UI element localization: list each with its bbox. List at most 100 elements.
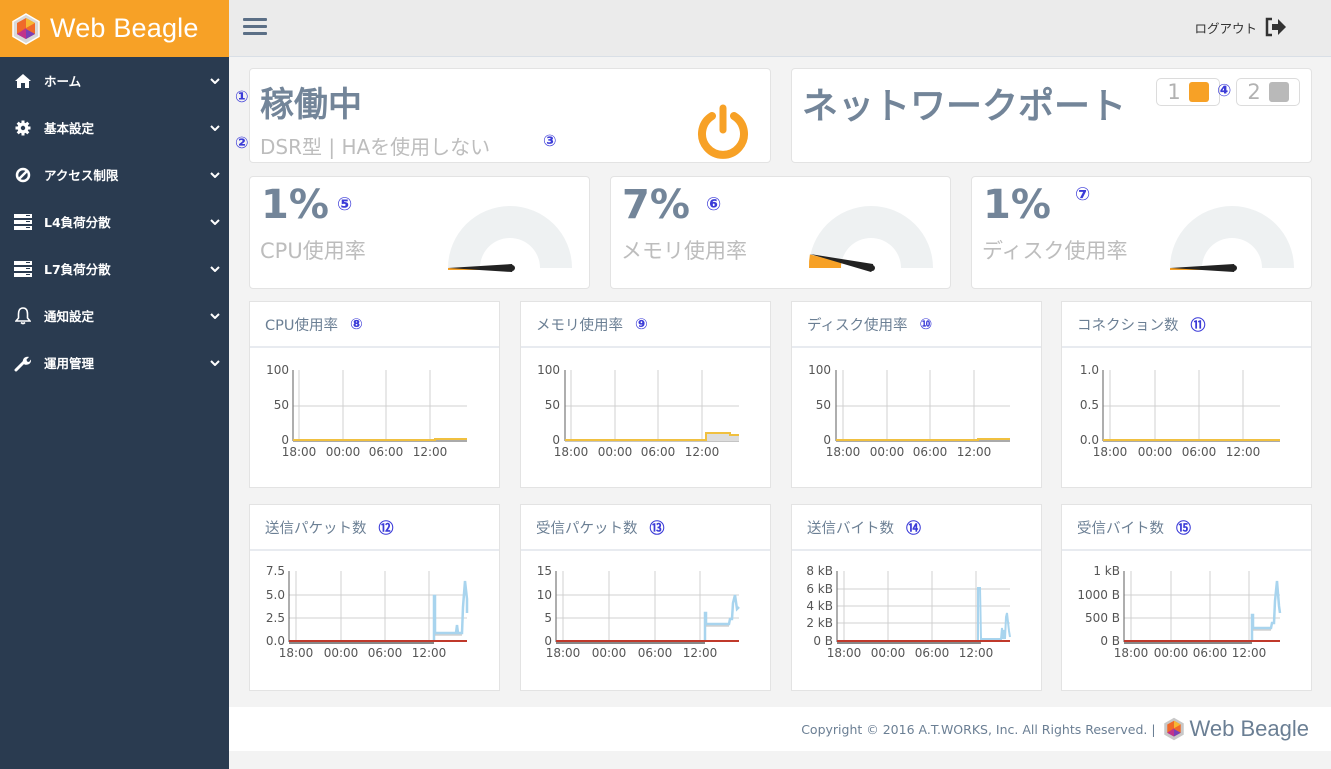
annotation-marker: ⑨ xyxy=(635,315,648,333)
svg-text:18:00: 18:00 xyxy=(827,646,862,660)
svg-text:0: 0 xyxy=(544,634,552,648)
ban-icon xyxy=(14,166,32,184)
gauge-label: メモリ使用率 xyxy=(621,239,747,263)
sidebar-item-label: 通知設定 xyxy=(44,309,95,324)
svg-text:0.0: 0.0 xyxy=(1080,433,1099,447)
svg-text:12:00: 12:00 xyxy=(683,646,718,660)
sent-bytes-line-chart[interactable]: 8 kB 6 kB 4 kB 2 kB 0 B 18:00 00:00 06:00 12:00 xyxy=(792,551,1043,690)
chart-title: 受信バイト数 xyxy=(1077,520,1164,537)
svg-text:18:00: 18:00 xyxy=(1093,445,1128,459)
gear-icon xyxy=(14,119,32,137)
chevron-down-icon xyxy=(201,359,229,366)
sidebar-item-operations[interactable]: 運用管理 xyxy=(0,339,229,386)
svg-text:18:00: 18:00 xyxy=(826,445,861,459)
svg-text:0: 0 xyxy=(281,433,289,447)
sidebar-item-access-control[interactable]: アクセス制限 xyxy=(0,151,229,198)
received-packets-line-chart[interactable]: 15 10 5 0 18:00 00:00 06:00 12:00 xyxy=(521,551,772,690)
annotation-marker: ⑮ xyxy=(1176,518,1192,537)
bell-icon xyxy=(14,306,32,325)
gauge-value: 1% xyxy=(983,182,1051,228)
sidebar-item-label: 基本設定 xyxy=(44,121,95,136)
svg-text:500 B: 500 B xyxy=(1085,611,1120,625)
svg-text:12:00: 12:00 xyxy=(959,646,994,660)
brand-name: Web Beagle xyxy=(50,13,199,43)
svg-text:06:00: 06:00 xyxy=(1182,445,1217,459)
logout-label: ログアウト xyxy=(1194,20,1257,36)
sidebar-item-l7-load-balancing[interactable]: L7負荷分散 xyxy=(0,245,229,292)
port-1-badge[interactable]: 1 xyxy=(1156,78,1220,106)
svg-text:8 kB: 8 kB xyxy=(806,564,833,578)
top-bar: ログアウト xyxy=(229,0,1331,57)
svg-text:00:00: 00:00 xyxy=(598,445,633,459)
logout-button[interactable]: ログアウト xyxy=(1194,17,1287,37)
svg-text:18:00: 18:00 xyxy=(1114,646,1149,660)
svg-text:18:00: 18:00 xyxy=(554,445,589,459)
sidebar-item-label: ホーム xyxy=(44,74,82,89)
svg-text:00:00: 00:00 xyxy=(870,445,905,459)
svg-text:50: 50 xyxy=(816,398,831,412)
svg-text:06:00: 06:00 xyxy=(1193,646,1228,660)
chart-header: コネクション数 ⑪ xyxy=(1062,302,1311,348)
svg-text:0.0: 0.0 xyxy=(266,634,285,648)
gauge-value: 1% xyxy=(261,182,329,228)
annotation-marker: ⑤ xyxy=(337,194,353,215)
svg-text:0 B: 0 B xyxy=(813,634,833,648)
chevron-down-icon xyxy=(201,171,229,178)
svg-text:12:00: 12:00 xyxy=(685,445,720,459)
svg-text:18:00: 18:00 xyxy=(546,646,581,660)
memory-usage-line-chart[interactable]: 100 50 0 18:00 00:00 06:00 12:00 xyxy=(521,348,772,487)
chart-title: 受信パケット数 xyxy=(536,520,638,537)
svg-text:100: 100 xyxy=(808,363,831,377)
chevron-down-icon xyxy=(201,77,229,84)
sidebar-item-notification-settings[interactable]: 通知設定 xyxy=(0,292,229,339)
gauge-value: 7% xyxy=(622,182,690,228)
svg-text:0: 0 xyxy=(823,433,831,447)
received-bytes-line-chart[interactable]: 1 kB 1000 B 500 B 0 B 18:00 00:00 06:00 12:00 xyxy=(1062,551,1313,690)
hamburger-icon[interactable] xyxy=(243,18,267,38)
connections-line-chart[interactable]: 1.0 0.5 0.0 18:00 00:00 06:00 12:00 xyxy=(1062,348,1313,487)
annotation-marker: ③ xyxy=(543,131,557,150)
chart-title: CPU使用率 xyxy=(265,317,338,334)
chart-header: ディスク使用率 ⑩ xyxy=(792,302,1041,348)
svg-text:18:00: 18:00 xyxy=(282,445,317,459)
disk-gauge-chart xyxy=(1170,206,1294,272)
svg-text:100: 100 xyxy=(537,363,560,377)
port-2-badge[interactable]: 2 xyxy=(1236,78,1300,106)
connections-chart-card: コネクション数 ⑪ 1.0 0.5 0.0 18:00 00:00 06:00 12:00 xyxy=(1061,301,1312,488)
svg-text:4 kB: 4 kB xyxy=(806,599,833,613)
disk-gauge-card: 1% ⑦ ディスク使用率 xyxy=(971,176,1312,289)
memory-gauge-chart xyxy=(808,206,933,272)
received-packets-chart-card: 受信パケット数 ⑬ 15 10 5 0 18:00 00:00 06:00 12:00 xyxy=(520,504,771,691)
svg-text:10: 10 xyxy=(537,588,552,602)
sign-out-icon xyxy=(1265,17,1286,37)
svg-text:0: 0 xyxy=(552,433,560,447)
chart-title: ディスク使用率 xyxy=(807,317,908,334)
brand-header[interactable]: Web Beagle xyxy=(0,0,229,57)
chevron-down-icon xyxy=(201,312,229,319)
copyright-text: Copyright © 2016 A.T.WORKS, Inc. All Rig… xyxy=(801,721,1156,737)
sent-packets-line-chart[interactable]: 7.5 5.0 2.5 0.0 18:00 00:00 06:00 12:00 xyxy=(250,551,501,690)
svg-text:2.5: 2.5 xyxy=(266,611,285,625)
sidebar-item-l4-load-balancing[interactable]: L4負荷分散 xyxy=(0,198,229,245)
sidebar-item-label: L4負荷分散 xyxy=(44,215,111,230)
server-icon xyxy=(14,260,32,278)
sidebar-item-basic-settings[interactable]: 基本設定 xyxy=(0,104,229,151)
cpu-usage-line-chart[interactable]: 100 50 0 18:00 00:00 06:00 12:00 xyxy=(250,348,501,487)
home-icon xyxy=(14,72,32,90)
annotation-marker: ⑫ xyxy=(378,518,394,537)
sidebar-item-home[interactable]: ホーム xyxy=(0,57,229,104)
chevron-down-icon xyxy=(201,265,229,272)
received-bytes-chart-card: 受信バイト数 ⑮ 1 kB 1000 B 500 B 0 B 18:00 00:00 06:… xyxy=(1061,504,1312,691)
svg-text:06:00: 06:00 xyxy=(369,445,404,459)
server-icon xyxy=(14,213,32,231)
svg-text:00:00: 00:00 xyxy=(1154,646,1189,660)
footer-brand-name: Web Beagle xyxy=(1189,716,1309,741)
disk-usage-line-chart[interactable]: 100 50 0 18:00 00:00 06:00 12:00 xyxy=(792,348,1043,487)
svg-text:12:00: 12:00 xyxy=(1226,445,1261,459)
port-status-indicator xyxy=(1188,82,1209,102)
svg-text:06:00: 06:00 xyxy=(641,445,676,459)
svg-text:50: 50 xyxy=(274,398,289,412)
footer: Copyright © 2016 A.T.WORKS, Inc. All Rig… xyxy=(229,707,1331,751)
chart-title: 送信バイト数 xyxy=(807,520,894,537)
sidebar-item-label: 運用管理 xyxy=(44,356,95,371)
